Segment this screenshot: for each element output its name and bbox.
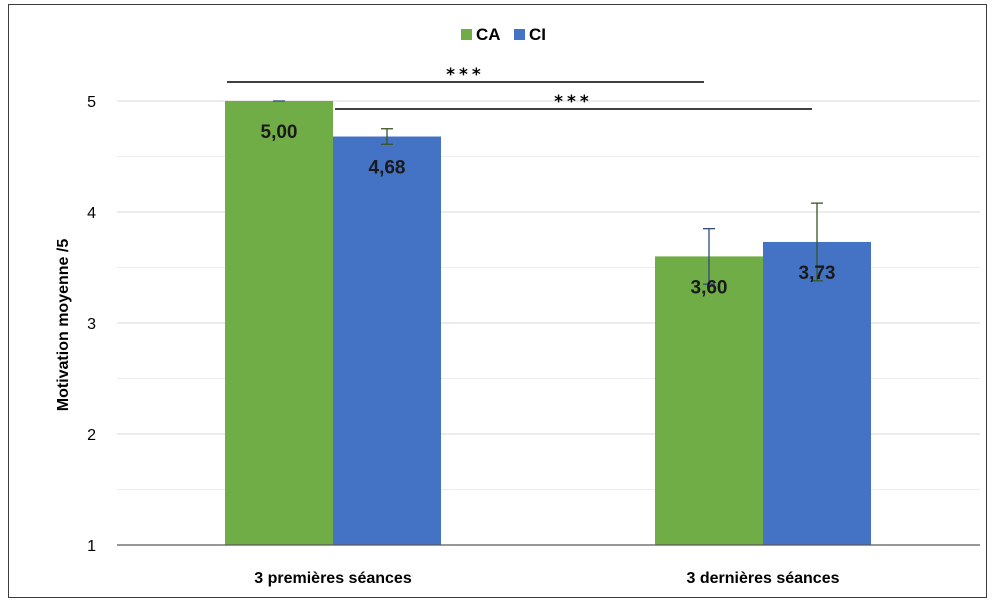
legend-label-ci: CI	[529, 25, 546, 44]
bar-ci	[763, 241, 871, 545]
data-label: 4,68	[369, 158, 406, 179]
legend-label-ca: CA	[476, 25, 501, 44]
legend-swatch-ci	[514, 29, 525, 40]
significance-stars: ***	[446, 65, 485, 85]
data-label: 3,73	[799, 263, 836, 284]
data-labels: 5,00 3,60 4,68 3,73	[261, 122, 836, 298]
y-tick-label: 2	[87, 427, 96, 444]
legend: CA CI	[461, 25, 546, 44]
legend-swatch-ca	[461, 29, 472, 40]
y-tick-label: 1	[87, 538, 96, 555]
bar-ca	[655, 256, 763, 545]
axes: 1 2 3 4 5 3 premières séances 3 dernières séan…	[87, 94, 980, 587]
data-label: 5,00	[261, 122, 298, 143]
error-bars	[273, 100, 823, 285]
x-category-label: 3 premières séances	[254, 570, 412, 587]
y-tick-label: 3	[87, 316, 96, 333]
y-axis-title: Motivation moyenne /5	[55, 239, 72, 412]
bar-ca	[225, 101, 333, 545]
x-category-label: 3 dernières séances	[687, 570, 840, 587]
bars	[225, 101, 871, 545]
significance-stars: ***	[554, 92, 593, 112]
significance-brackets: *** ***	[227, 65, 812, 112]
y-tick-label: 4	[87, 205, 96, 222]
bar-ci	[333, 136, 441, 545]
data-label: 3,60	[691, 277, 728, 298]
y-tick-label: 5	[87, 94, 96, 111]
